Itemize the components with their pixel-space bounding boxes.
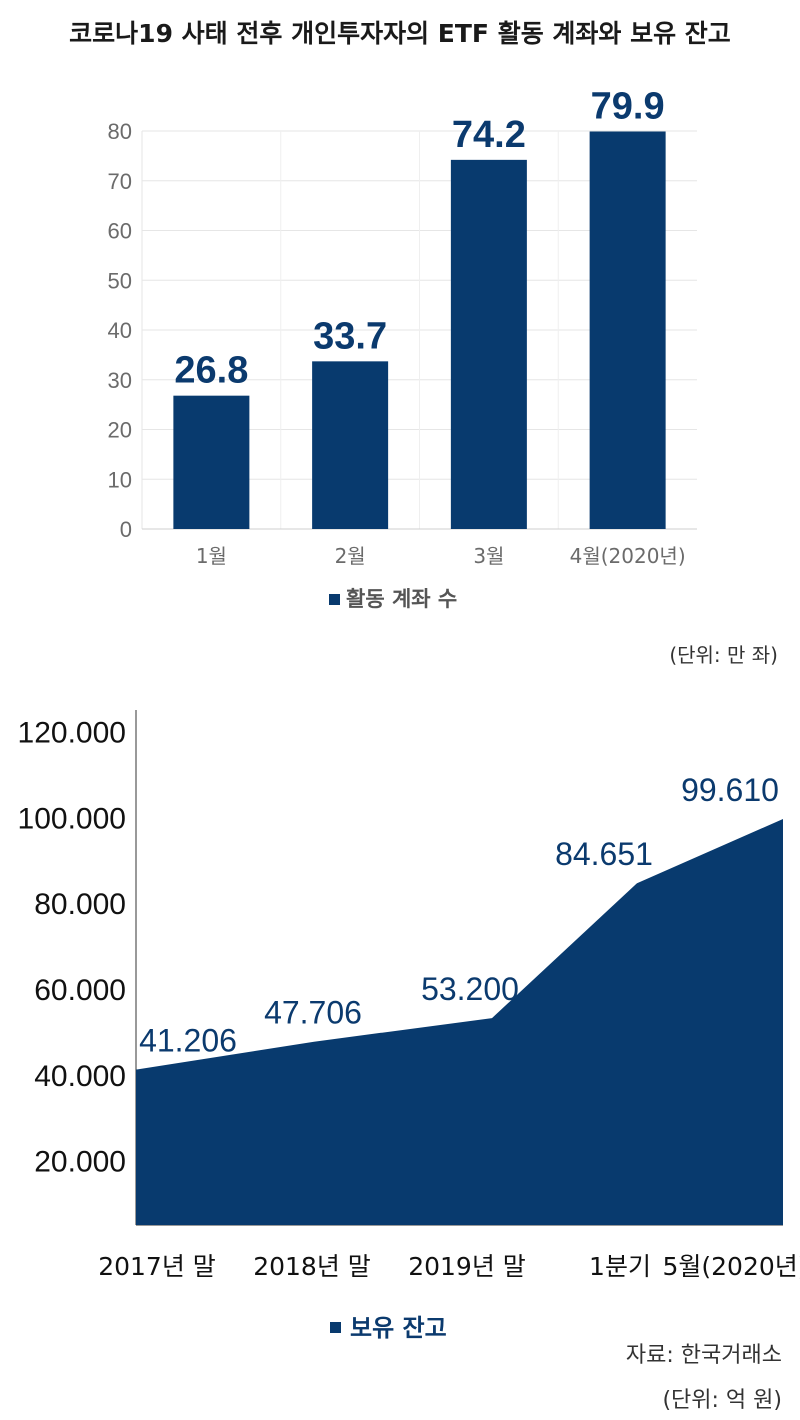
area-data-label: 53.200 xyxy=(421,971,519,1007)
y-tick-label: 0 xyxy=(120,517,132,542)
y-tick-label: 40.000 xyxy=(34,1060,126,1093)
x-tick-label: 4월(2020년) xyxy=(570,544,686,568)
legend-label: 활동 계좌 수 xyxy=(346,587,457,611)
area-data-label: 41.206 xyxy=(139,1023,237,1059)
bar-data-label: 79.9 xyxy=(591,85,665,127)
y-tick-label: 30 xyxy=(108,368,132,393)
area-series xyxy=(136,819,783,1225)
area-data-label: 99.610 xyxy=(681,772,779,808)
bar xyxy=(589,131,666,529)
chart-title: 코로나19 사태 전후 개인투자자의 ETF 활동 계좌와 보유 잔고 xyxy=(69,19,731,48)
x-tick-label: 5월(2020년) xyxy=(662,1252,800,1281)
y-tick-label: 80.000 xyxy=(34,888,126,921)
x-tick-label: 2월 xyxy=(335,544,366,568)
legend-label: 보유 잔고 xyxy=(350,1314,447,1342)
unit-note: (단위: 만 좌) xyxy=(669,643,778,667)
bar xyxy=(450,159,527,529)
y-tick-label: 50 xyxy=(108,268,132,293)
x-tick-label: 2018년 말 xyxy=(253,1252,371,1281)
y-tick-label: 120.000 xyxy=(18,716,126,749)
bar-data-label: 74.2 xyxy=(452,114,526,156)
x-tick-label: 3월 xyxy=(473,544,504,568)
x-tick-label: 2019년 말 xyxy=(408,1252,526,1281)
legend-marker xyxy=(330,1322,341,1333)
x-tick-label: 1월 xyxy=(196,544,227,568)
y-tick-label: 100.000 xyxy=(18,802,126,835)
y-tick-label: 20.000 xyxy=(34,1146,126,1179)
y-tick-label: 10 xyxy=(108,467,132,492)
activity-accounts-bar-chart: 0 10 20 30 40 50 60 70 80 26.8 1월 33.7 2월 74.2 3월 79.9 4… xyxy=(108,85,778,667)
area-data-label: 47.706 xyxy=(264,995,362,1031)
unit-note: (단위: 억 원) xyxy=(662,1388,782,1413)
x-tick-label: 2017년 말 xyxy=(98,1252,216,1281)
y-tick-label: 80 xyxy=(108,119,132,144)
y-tick-label: 20 xyxy=(108,418,132,443)
y-tick-label: 60.000 xyxy=(34,974,126,1007)
holdings-balance-area-chart: 20.000 40.000 60.000 80.000 100.000 120.000 41… xyxy=(18,710,800,1413)
bar-data-label: 33.7 xyxy=(313,315,387,357)
y-tick-label: 40 xyxy=(108,318,132,343)
area-data-label: 84.651 xyxy=(555,836,653,872)
y-tick-label: 60 xyxy=(108,219,132,244)
legend-marker xyxy=(329,594,340,605)
bar xyxy=(312,361,389,529)
y-tick-label: 70 xyxy=(108,169,132,194)
bar-data-label: 26.8 xyxy=(174,350,248,392)
source-note: 자료: 한국거래소 xyxy=(626,1343,782,1368)
bar xyxy=(173,395,250,529)
x-tick-label: 1분기 xyxy=(589,1252,651,1281)
